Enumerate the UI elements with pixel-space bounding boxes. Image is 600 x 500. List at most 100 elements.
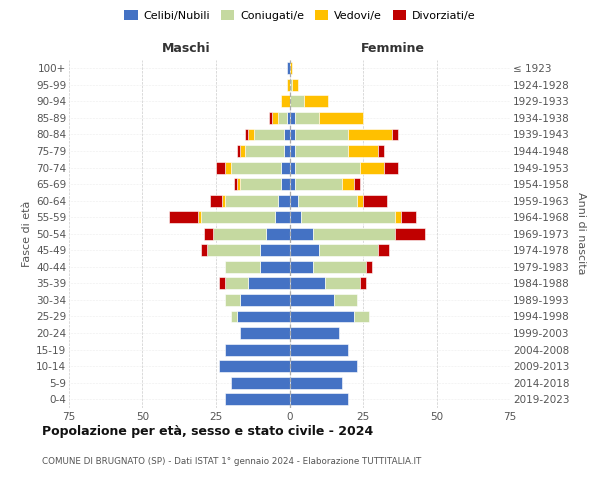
Bar [363, 194, 386, 206]
Bar [236, 145, 239, 157]
Text: Femmine: Femmine [361, 42, 424, 55]
Bar [295, 162, 360, 173]
Bar [290, 294, 334, 306]
Bar [313, 228, 395, 239]
Bar [213, 228, 266, 239]
Bar [290, 128, 295, 140]
Bar [290, 162, 295, 173]
Bar [295, 128, 348, 140]
Y-axis label: Fasce di età: Fasce di età [22, 200, 32, 267]
Bar [290, 394, 348, 405]
Bar [269, 112, 272, 124]
Bar [401, 211, 416, 223]
Bar [219, 278, 225, 289]
Bar [202, 244, 207, 256]
Bar [290, 376, 343, 388]
Bar [348, 145, 378, 157]
Bar [225, 294, 239, 306]
Bar [290, 145, 295, 157]
Bar [222, 194, 225, 206]
Bar [225, 344, 290, 355]
Bar [225, 261, 260, 273]
Text: Popolazione per età, sesso e stato civile - 2024: Popolazione per età, sesso e stato civil… [42, 425, 373, 438]
Bar [287, 79, 290, 91]
Bar [260, 261, 290, 273]
Bar [236, 310, 290, 322]
Bar [169, 211, 199, 223]
Bar [225, 194, 278, 206]
Bar [278, 112, 287, 124]
Bar [301, 211, 395, 223]
Bar [266, 228, 290, 239]
Bar [284, 128, 290, 140]
Bar [360, 278, 366, 289]
Text: COMUNE DI BRUGNATO (SP) - Dati ISTAT 1° gennaio 2024 - Elaborazione TUTTITALIA.I: COMUNE DI BRUGNATO (SP) - Dati ISTAT 1° … [42, 458, 421, 466]
Bar [290, 194, 298, 206]
Bar [395, 211, 401, 223]
Bar [395, 228, 425, 239]
Bar [334, 294, 357, 306]
Bar [295, 178, 343, 190]
Bar [272, 112, 278, 124]
Legend: Celibi/Nubili, Coniugati/e, Vedovi/e, Divorziati/e: Celibi/Nubili, Coniugati/e, Vedovi/e, Di… [120, 6, 480, 25]
Bar [304, 96, 328, 108]
Bar [354, 310, 369, 322]
Bar [207, 244, 260, 256]
Bar [239, 178, 281, 190]
Bar [248, 278, 290, 289]
Bar [292, 79, 298, 91]
Bar [357, 194, 363, 206]
Bar [313, 261, 366, 273]
Bar [290, 360, 357, 372]
Bar [284, 145, 290, 157]
Bar [298, 194, 357, 206]
Bar [295, 145, 348, 157]
Bar [260, 244, 290, 256]
Bar [245, 128, 248, 140]
Bar [239, 294, 290, 306]
Bar [290, 228, 313, 239]
Bar [290, 310, 354, 322]
Bar [343, 178, 354, 190]
Bar [290, 244, 319, 256]
Bar [281, 162, 290, 173]
Bar [360, 162, 383, 173]
Bar [354, 178, 360, 190]
Bar [233, 178, 236, 190]
Bar [290, 261, 313, 273]
Bar [219, 360, 290, 372]
Bar [210, 194, 222, 206]
Bar [230, 310, 236, 322]
Bar [325, 278, 360, 289]
Bar [248, 128, 254, 140]
Bar [295, 112, 319, 124]
Bar [225, 278, 248, 289]
Bar [290, 178, 295, 190]
Bar [290, 62, 292, 74]
Bar [245, 145, 284, 157]
Bar [275, 211, 290, 223]
Bar [236, 178, 239, 190]
Bar [290, 278, 325, 289]
Bar [225, 162, 230, 173]
Bar [290, 327, 340, 339]
Text: Maschi: Maschi [162, 42, 211, 55]
Bar [239, 327, 290, 339]
Bar [392, 128, 398, 140]
Bar [378, 145, 383, 157]
Bar [290, 344, 348, 355]
Bar [254, 128, 284, 140]
Bar [290, 96, 304, 108]
Bar [348, 128, 392, 140]
Bar [383, 162, 398, 173]
Bar [319, 244, 378, 256]
Bar [287, 62, 290, 74]
Y-axis label: Anni di nascita: Anni di nascita [576, 192, 586, 275]
Bar [366, 261, 372, 273]
Bar [204, 228, 213, 239]
Bar [378, 244, 389, 256]
Bar [290, 112, 295, 124]
Bar [290, 79, 292, 91]
Bar [225, 394, 290, 405]
Bar [239, 145, 245, 157]
